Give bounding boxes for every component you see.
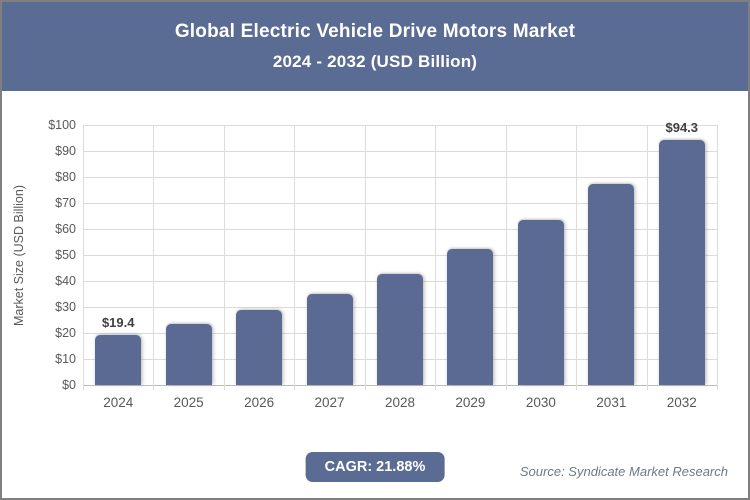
x-axis-tick-label: 2026 <box>244 395 275 410</box>
y-axis-tick-label: $90 <box>55 144 76 158</box>
x-axis-tick-label: 2031 <box>596 395 627 410</box>
y-axis-tick-label: $0 <box>62 378 76 392</box>
gridline-vertical <box>223 125 225 390</box>
x-axis-tick-label: 2025 <box>173 395 204 410</box>
x-axis-tick-label: 2032 <box>666 395 697 410</box>
y-axis-tick-labels: $0 $10 $20 $30 $40 $50 $60 $70 $80 $90 $100 <box>32 118 76 392</box>
bar-value-label: $94.3 <box>665 119 699 135</box>
source-text: Source: Syndicate Market Research <box>519 464 728 479</box>
y-axis-tick-label: $100 <box>48 118 76 132</box>
bar-2024 <box>95 334 142 385</box>
gridline-horizontal <box>83 255 717 256</box>
gridline-vertical <box>83 125 84 390</box>
plot-area: 2024 $19.4 2025 2026 2027 2028 2029 2030 2031 203… <box>83 120 718 410</box>
gridline-vertical <box>435 125 437 390</box>
y-axis-tick-label: $10 <box>55 352 76 366</box>
bar-2029 <box>447 249 494 385</box>
x-axis-tick-label: 2024 <box>103 395 134 410</box>
gridline-vertical <box>294 125 296 390</box>
y-axis-tick-label: $70 <box>55 196 76 210</box>
y-axis-tick-label: $80 <box>55 170 76 184</box>
gridline-vertical <box>646 125 648 390</box>
y-axis-title: Market Size (USD Billion) <box>12 184 26 326</box>
bar-2032 <box>658 139 705 385</box>
cagr-badge: CAGR: 21.88% <box>305 452 445 482</box>
x-axis-tick-label: 2030 <box>525 395 556 410</box>
bar-2027 <box>306 293 353 385</box>
y-axis-tick-label: $40 <box>55 274 76 288</box>
chart-title: Global Electric Vehicle Drive Motors Mar… <box>174 21 576 42</box>
bar-2031 <box>588 183 635 385</box>
bar-2028 <box>377 273 423 385</box>
gridline-horizontal <box>83 125 717 126</box>
chart-subtitle: 2024 - 2032 (USD Billion) <box>272 52 478 71</box>
gridline-horizontal <box>83 177 717 178</box>
y-axis-tick-label: $30 <box>55 300 76 314</box>
x-axis-tick-label: 2027 <box>314 395 345 410</box>
gridline-horizontal <box>83 151 717 152</box>
x-axis-tick-label: 2029 <box>455 395 486 410</box>
gridline-horizontal <box>83 385 717 386</box>
gridline-vertical <box>153 125 155 390</box>
y-axis-tick-label: $20 <box>55 326 76 340</box>
gridline-horizontal <box>83 203 717 204</box>
gridline-vertical <box>364 125 366 390</box>
y-axis-tick-label: $60 <box>55 222 76 236</box>
gridline-horizontal <box>83 229 717 230</box>
bar-2025 <box>165 323 212 385</box>
chart-header: Global Electric Vehicle Drive Motors Mar… <box>2 2 748 91</box>
bar-value-label: $19.4 <box>101 314 135 330</box>
gridline-vertical <box>717 125 718 390</box>
x-axis-tick-label: 2028 <box>384 395 415 410</box>
bar-2030 <box>517 219 564 385</box>
bar-2026 <box>236 310 283 385</box>
gridline-vertical <box>505 125 507 390</box>
gridline-vertical <box>576 125 578 390</box>
y-axis-tick-label: $50 <box>55 248 76 262</box>
